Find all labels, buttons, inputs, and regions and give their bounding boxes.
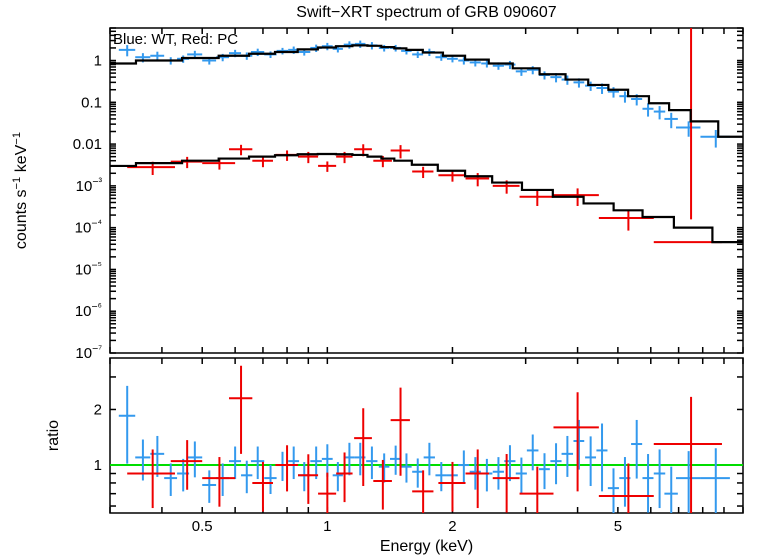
svg-text:0.01: 0.01 — [73, 136, 102, 153]
chart-container: 0.512510−⁷10−⁶10−⁵10−⁴10−³0.010.1112Swif… — [0, 0, 758, 556]
svg-text:1: 1 — [94, 53, 102, 70]
y-axis-label-bottom: ratio — [45, 420, 62, 451]
svg-text:5: 5 — [614, 518, 622, 535]
svg-text:2: 2 — [448, 518, 456, 535]
y-axis-label-top: counts s−1 keV−1 — [11, 132, 30, 249]
chart-title: Swift−XRT spectrum of GRB 090607 — [296, 4, 557, 21]
svg-text:1: 1 — [323, 518, 331, 535]
chart-subtitle: Blue: WT, Red: PC — [113, 31, 238, 48]
svg-text:1: 1 — [94, 457, 102, 474]
x-axis-label: Energy (keV) — [380, 538, 473, 555]
spectrum-chart: 0.512510−⁷10−⁶10−⁵10−⁴10−³0.010.1112Swif… — [0, 0, 758, 556]
svg-text:0.1: 0.1 — [81, 94, 102, 111]
svg-text:2: 2 — [94, 401, 102, 418]
svg-text:0.5: 0.5 — [192, 518, 213, 535]
